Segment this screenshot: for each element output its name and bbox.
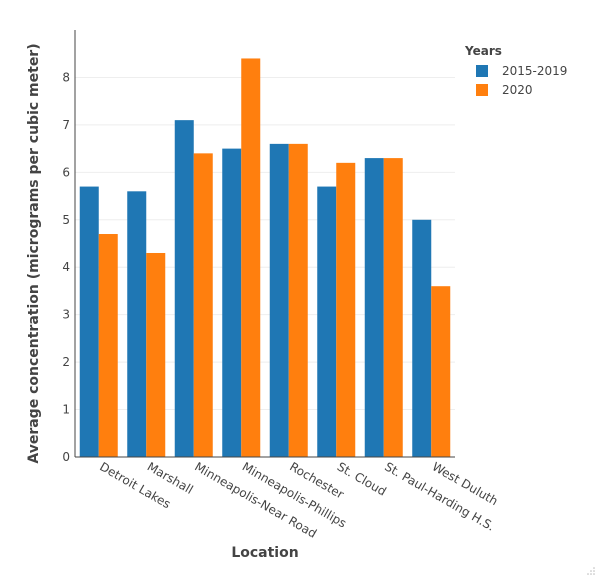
y-tick-label: 5 bbox=[62, 213, 70, 227]
bar bbox=[364, 158, 384, 457]
bar bbox=[269, 143, 289, 457]
bar bbox=[336, 162, 356, 457]
bar bbox=[241, 58, 261, 457]
legend-swatch[interactable] bbox=[476, 65, 488, 77]
legend-entry[interactable]: 2015-2019 bbox=[502, 64, 567, 78]
y-tick-label: 2 bbox=[62, 355, 70, 369]
y-tick-label: 4 bbox=[62, 260, 70, 274]
bar bbox=[146, 252, 166, 457]
y-tick-labels: 0 1 2 3 4 5 6 7 8 bbox=[62, 70, 70, 464]
bars bbox=[79, 58, 451, 458]
y-axis-title: Average concentration (micrograms per cu… bbox=[26, 43, 42, 463]
bar bbox=[288, 143, 308, 457]
legend-title: Years bbox=[464, 44, 502, 58]
bar bbox=[174, 120, 194, 458]
x-axis-title: Location bbox=[231, 545, 298, 561]
bar bbox=[127, 191, 147, 458]
y-tick-label: 3 bbox=[62, 308, 70, 322]
bar bbox=[222, 148, 242, 457]
y-tick-label: 0 bbox=[62, 450, 70, 464]
legend-entry[interactable]: 2020 bbox=[502, 83, 533, 97]
bar bbox=[79, 186, 99, 458]
bar bbox=[383, 158, 403, 457]
legend: Years 2015-2019 2020 bbox=[464, 44, 567, 97]
y-tick-label: 8 bbox=[62, 70, 70, 84]
y-tick-label: 1 bbox=[62, 403, 70, 417]
bar bbox=[98, 234, 118, 457]
y-tick-label: 6 bbox=[62, 165, 70, 179]
bar bbox=[317, 186, 337, 458]
legend-swatch[interactable] bbox=[476, 84, 488, 96]
axes bbox=[74, 30, 455, 458]
resize-grip-icon[interactable] bbox=[587, 567, 595, 575]
bar bbox=[431, 286, 451, 457]
bar bbox=[412, 219, 432, 457]
y-tick-label: 7 bbox=[62, 118, 70, 132]
bar bbox=[193, 153, 213, 457]
